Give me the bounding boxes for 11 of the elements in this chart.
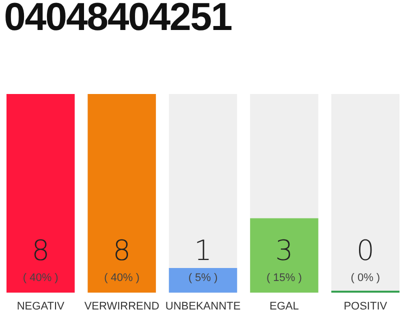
x-tick-label: NEGATIV	[16, 300, 65, 312]
x-tick-label: VERWIRREND	[84, 300, 160, 312]
data-label: 8 ( 40% )	[22, 234, 58, 284]
data-label: 1 ( 5% )	[188, 234, 218, 284]
data-label: 8 ( 40% )	[104, 234, 140, 284]
x-tick-label: EGAL	[270, 300, 299, 312]
x-tick-label: UNBEKANNTE	[165, 300, 241, 312]
data-label: 3 ( 15% )	[266, 234, 302, 284]
chart-title: 04048404251	[4, 0, 232, 40]
data-label: 0 ( 0% )	[350, 234, 380, 284]
x-tick-label: POSITIV	[344, 300, 388, 312]
